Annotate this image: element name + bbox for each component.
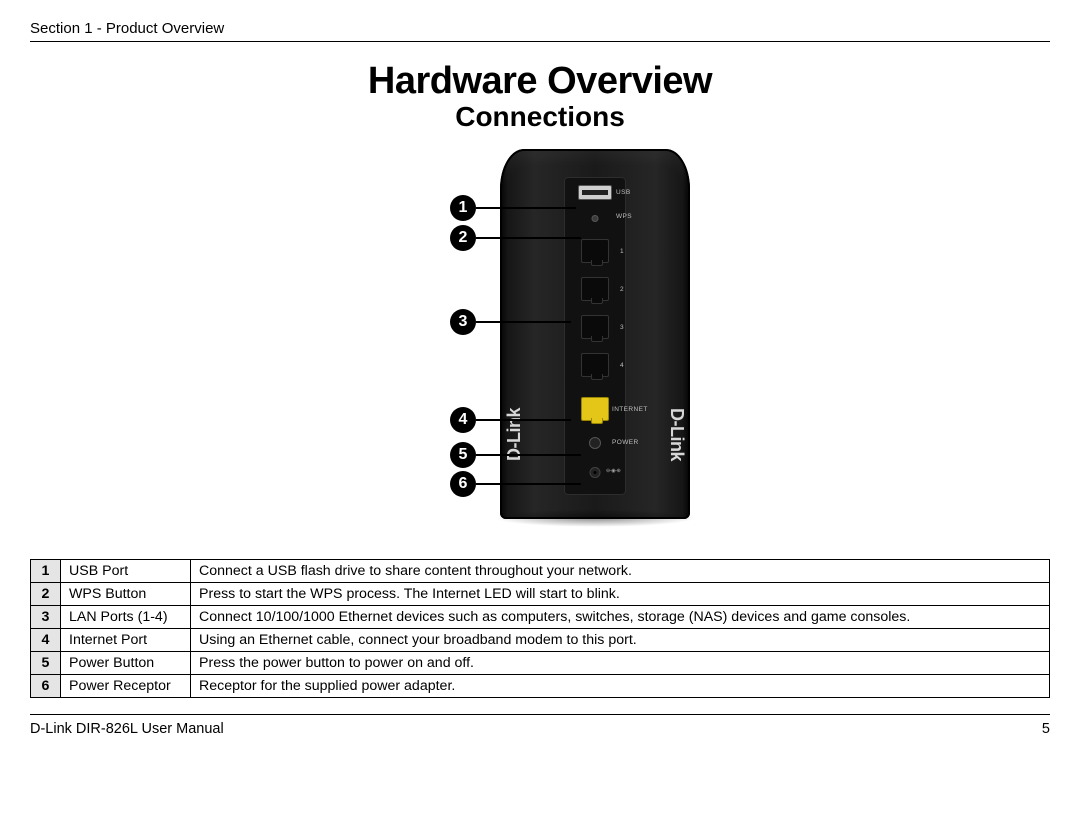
usb-label: USB bbox=[616, 189, 631, 196]
lan-port-3-icon bbox=[581, 315, 609, 339]
wps-button-icon bbox=[592, 215, 599, 222]
table-row: 2WPS ButtonPress to start the WPS proces… bbox=[31, 583, 1050, 606]
legend-name: USB Port bbox=[61, 560, 191, 583]
page-title: Hardware Overview bbox=[30, 60, 1050, 103]
brand-right: D-Link bbox=[668, 379, 684, 489]
legend-table: 1USB PortConnect a USB flash drive to sh… bbox=[30, 559, 1050, 698]
hardware-diagram: D-Link D-Link USB WPS 1 2 3 4 INTERNET P… bbox=[30, 149, 1050, 549]
legend-desc: Using an Ethernet cable, connect your br… bbox=[191, 629, 1050, 652]
callout-3: 3 bbox=[450, 309, 571, 335]
lan2-label: 2 bbox=[620, 286, 624, 293]
callout-bullet-6: 6 bbox=[450, 471, 476, 497]
table-row: 3LAN Ports (1-4)Connect 10/100/1000 Ethe… bbox=[31, 606, 1050, 629]
legend-num: 5 bbox=[31, 652, 61, 675]
callout-bullet-5: 5 bbox=[450, 442, 476, 468]
lan-port-4-icon bbox=[581, 353, 609, 377]
legend-name: WPS Button bbox=[61, 583, 191, 606]
section-header: Section 1 - Product Overview bbox=[30, 20, 1050, 42]
callout-line-3 bbox=[476, 321, 571, 323]
callout-bullet-3: 3 bbox=[450, 309, 476, 335]
callout-line-5 bbox=[476, 454, 581, 456]
internet-port-icon bbox=[581, 397, 609, 421]
page-footer: D-Link DIR-826L User Manual 5 bbox=[30, 714, 1050, 737]
table-row: 6Power ReceptorReceptor for the supplied… bbox=[31, 675, 1050, 698]
table-row: 1USB PortConnect a USB flash drive to sh… bbox=[31, 560, 1050, 583]
legend-name: Power Receptor bbox=[61, 675, 191, 698]
lan-port-1-icon bbox=[581, 239, 609, 263]
lan-port-2-icon bbox=[581, 277, 609, 301]
legend-name: LAN Ports (1-4) bbox=[61, 606, 191, 629]
power-label: POWER bbox=[612, 439, 639, 446]
page-subtitle: Connections bbox=[30, 101, 1050, 133]
callout-line-1 bbox=[476, 207, 576, 209]
internet-label: INTERNET bbox=[612, 406, 648, 413]
power-button-icon bbox=[589, 437, 601, 449]
legend-num: 6 bbox=[31, 675, 61, 698]
lan1-label: 1 bbox=[620, 248, 624, 255]
section-header-text: Section 1 - Product Overview bbox=[30, 20, 224, 37]
legend-name: Power Button bbox=[61, 652, 191, 675]
lan3-label: 3 bbox=[620, 324, 624, 331]
callout-bullet-1: 1 bbox=[450, 195, 476, 221]
lan4-label: 4 bbox=[620, 362, 624, 369]
callout-4: 4 bbox=[450, 407, 571, 433]
legend-num: 2 bbox=[31, 583, 61, 606]
table-row: 4Internet PortUsing an Ethernet cable, c… bbox=[31, 629, 1050, 652]
legend-name: Internet Port bbox=[61, 629, 191, 652]
legend-desc: Connect 10/100/1000 Ethernet devices suc… bbox=[191, 606, 1050, 629]
legend-desc: Press to start the WPS process. The Inte… bbox=[191, 583, 1050, 606]
callout-bullet-4: 4 bbox=[450, 407, 476, 433]
callout-line-2 bbox=[476, 237, 581, 239]
legend-desc: Press the power button to power on and o… bbox=[191, 652, 1050, 675]
dc-symbol: ⊖-◉-⊕ bbox=[606, 468, 621, 474]
callout-line-6 bbox=[476, 483, 581, 485]
footer-manual-name: D-Link DIR-826L User Manual bbox=[30, 721, 224, 737]
usb-port-icon bbox=[578, 185, 612, 200]
callout-line-4 bbox=[476, 419, 571, 421]
legend-num: 4 bbox=[31, 629, 61, 652]
table-row: 5Power ButtonPress the power button to p… bbox=[31, 652, 1050, 675]
power-receptor-icon bbox=[590, 467, 601, 478]
callout-2: 2 bbox=[450, 225, 581, 251]
callout-1: 1 bbox=[450, 195, 576, 221]
legend-desc: Connect a USB flash drive to share conte… bbox=[191, 560, 1050, 583]
legend-desc: Receptor for the supplied power adapter. bbox=[191, 675, 1050, 698]
footer-page-number: 5 bbox=[1042, 721, 1050, 737]
title-block: Hardware Overview Connections bbox=[30, 60, 1050, 133]
callout-5: 5 bbox=[450, 442, 581, 468]
wps-label: WPS bbox=[616, 213, 632, 220]
legend-num: 3 bbox=[31, 606, 61, 629]
callout-6: 6 bbox=[450, 471, 581, 497]
callout-bullet-2: 2 bbox=[450, 225, 476, 251]
legend-num: 1 bbox=[31, 560, 61, 583]
